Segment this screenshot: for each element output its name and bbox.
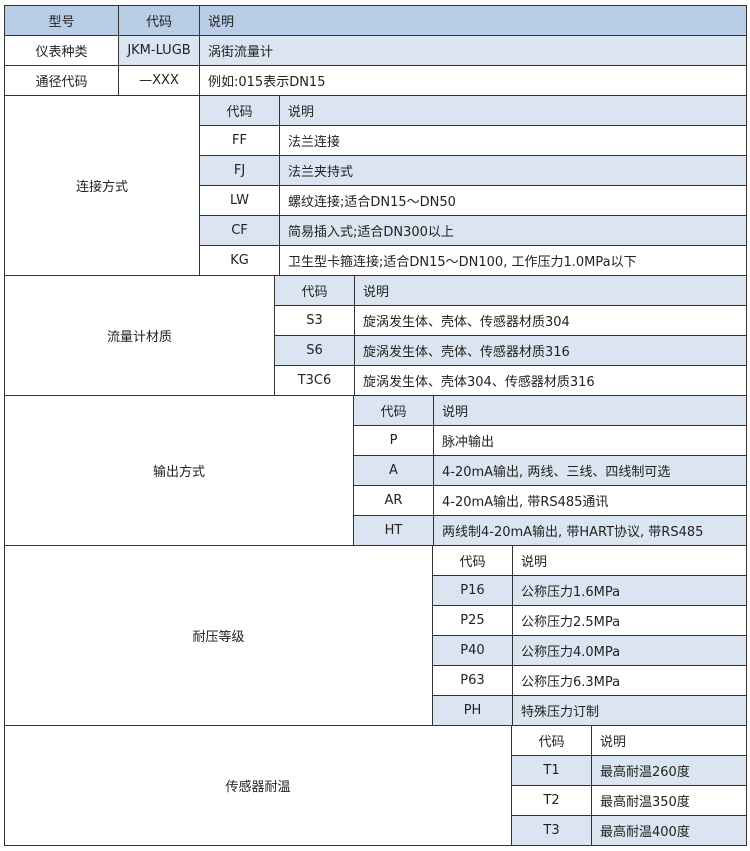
option-desc: 公称压力4.0MPa bbox=[512, 635, 747, 666]
option-desc: 法兰连接 bbox=[279, 125, 747, 156]
sub-header-code: 代码 bbox=[432, 545, 513, 576]
sub-header-desc: 说明 bbox=[512, 545, 747, 576]
option-desc: 最高耐温350度 bbox=[591, 785, 747, 816]
sub-header-desc: 说明 bbox=[354, 275, 747, 306]
row-desc: 例如:015表示DN15 bbox=[199, 65, 747, 96]
option-code: FJ bbox=[199, 155, 280, 186]
sub-header-code: 代码 bbox=[199, 95, 280, 126]
section-label: 传感器耐温 bbox=[4, 725, 512, 846]
option-desc: 两线制4-20mA输出, 带HART协议, 带RS485 bbox=[433, 515, 747, 546]
option-code: S6 bbox=[274, 335, 355, 366]
header-desc: 说明 bbox=[199, 5, 747, 36]
option-code: A bbox=[353, 455, 434, 486]
row-label: 仪表种类 bbox=[4, 35, 119, 66]
header-code: 代码 bbox=[118, 5, 200, 36]
option-code: P bbox=[353, 425, 434, 456]
section-label: 流量计材质 bbox=[4, 275, 275, 396]
option-code: P25 bbox=[432, 605, 513, 636]
option-code: KG bbox=[199, 245, 280, 276]
option-desc: 公称压力2.5MPa bbox=[512, 605, 747, 636]
option-code: FF bbox=[199, 125, 280, 156]
row-code: JKM-LUGB bbox=[118, 35, 200, 66]
row-code: —XXX bbox=[118, 65, 200, 96]
option-desc: 法兰夹持式 bbox=[279, 155, 747, 186]
option-desc: 简易插入式;适合DN300以上 bbox=[279, 215, 747, 246]
sub-header-code: 代码 bbox=[511, 725, 592, 756]
section-label: 耐压等级 bbox=[4, 545, 433, 726]
option-desc: 最高耐温400度 bbox=[591, 815, 747, 846]
option-desc: 公称压力1.6MPa bbox=[512, 575, 747, 606]
option-code: P63 bbox=[432, 665, 513, 696]
option-desc: 公称压力6.3MPa bbox=[512, 665, 747, 696]
option-desc: 4-20mA输出, 带RS485通讯 bbox=[433, 485, 747, 516]
row-label: 通径代码 bbox=[4, 65, 119, 96]
option-code: LW bbox=[199, 185, 280, 216]
row-desc: 涡街流量计 bbox=[199, 35, 747, 66]
option-desc: 螺纹连接;适合DN15～DN50 bbox=[279, 185, 747, 216]
option-desc: 旋涡发生体、壳体304、传感器材质316 bbox=[354, 365, 747, 396]
sub-header-code: 代码 bbox=[274, 275, 355, 306]
option-desc: 旋涡发生体、壳体、传感器材质316 bbox=[354, 335, 747, 366]
header-model: 型号 bbox=[4, 5, 119, 36]
option-desc: 卫生型卡箍连接;适合DN15～DN100, 工作压力1.0MPa以下 bbox=[279, 245, 747, 276]
option-desc: 最高耐温260度 bbox=[591, 755, 747, 786]
option-code: PH bbox=[432, 695, 513, 726]
option-code: AR bbox=[353, 485, 434, 516]
section-label: 连接方式 bbox=[4, 95, 200, 276]
sub-header-desc: 说明 bbox=[591, 725, 747, 756]
option-code: P40 bbox=[432, 635, 513, 666]
option-code: T3 bbox=[511, 815, 592, 846]
option-desc: 4-20mA输出, 两线、三线、四线制可选 bbox=[433, 455, 747, 486]
sub-header-code: 代码 bbox=[353, 395, 434, 426]
option-code: CF bbox=[199, 215, 280, 246]
option-desc: 脉冲输出 bbox=[433, 425, 747, 456]
option-code: P16 bbox=[432, 575, 513, 606]
sub-header-desc: 说明 bbox=[433, 395, 747, 426]
option-code: S3 bbox=[274, 305, 355, 336]
option-code: HT bbox=[353, 515, 434, 546]
option-desc: 特殊压力订制 bbox=[512, 695, 747, 726]
sub-header-desc: 说明 bbox=[279, 95, 747, 126]
option-code: T1 bbox=[511, 755, 592, 786]
option-code: T2 bbox=[511, 785, 592, 816]
option-desc: 旋涡发生体、壳体、传感器材质304 bbox=[354, 305, 747, 336]
option-code: T3C6 bbox=[274, 365, 355, 396]
section-label: 输出方式 bbox=[4, 395, 354, 546]
